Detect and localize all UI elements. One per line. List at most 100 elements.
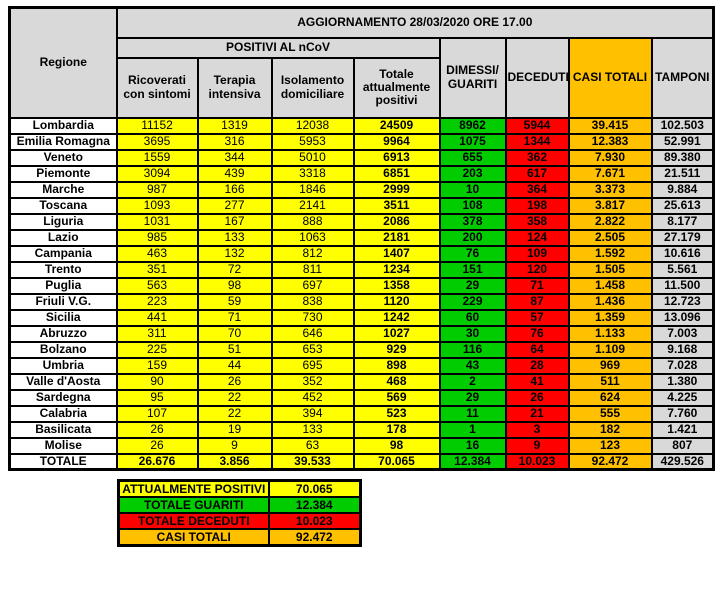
cell-tamponi: 7.003 [650,324,715,343]
cell-tamponi: 8.177 [650,212,715,231]
positivi-group-header: POSITIVI AL nCoV [115,36,441,59]
cell-terapia-intensiva: 22 [196,404,273,423]
table-row: Valle d'Aosta 90 26 352 468 2 41 511 1.380 [8,372,715,391]
cell-terapia-intensiva: 167 [196,212,273,231]
cell-tamponi: 429.526 [650,452,715,471]
cell-deceduti: 21 [504,404,570,423]
cell-tamponi: 89.380 [650,148,715,167]
cell-casi-totali: 969 [567,356,653,375]
cell-tamponi: 102.503 [650,116,715,135]
summary-label-cell: ATTUALMENTE POSITIVI [117,479,270,498]
cell-totale-positivi: 2999 [352,180,441,199]
summary-value-cell: 12.384 [267,496,362,514]
table-row: Veneto 1559 344 5010 6913 655 362 7.930 89.380 [8,148,715,167]
cell-totale-positivi: 2181 [352,228,441,247]
table-row: Lombardia 11152 1319 12038 24509 8962 5944 39.4… [8,116,715,135]
cell-isolamento: 133 [270,420,355,439]
summary-row: TOTALE DECEDUTI 10.023 [117,512,362,530]
cell-ricoverati: 441 [115,308,199,327]
cell-terapia-intensiva: 26 [196,372,273,391]
summary-table: ATTUALMENTE POSITIVI 70.065 TOTALE GUARITI… [117,479,362,547]
column-header-tamponi: TAMPONI [650,36,715,119]
cell-deceduti: 120 [504,260,570,279]
cell-terapia-intensiva: 70 [196,324,273,343]
cell-ricoverati: 223 [115,292,199,311]
cell-terapia-intensiva: 44 [196,356,273,375]
cell-isolamento: 646 [270,324,355,343]
cell-dimessi-guariti: 229 [438,292,507,311]
cell-isolamento: 452 [270,388,355,407]
cell-casi-totali: 511 [567,372,653,391]
cell-dimessi-guariti: 1075 [438,132,507,151]
covid-region-table: Regione AGGIORNAMENTO 28/03/2020 ORE 17.… [8,6,716,471]
region-name-cell: Piemonte [8,164,118,183]
cell-casi-totali: 1.133 [567,324,653,343]
cell-tamponi: 1.421 [650,420,715,439]
column-header-terapia-intensiva: Terapia intensiva [196,56,273,119]
total-row: TOTALE 26.676 3.856 39.533 70.065 12.384 10.02… [8,452,715,471]
cell-casi-totali: 2.505 [567,228,653,247]
table-row: Piemonte 3094 439 3318 6851 203 617 7.671 21.511 [8,164,715,183]
cell-ricoverati: 225 [115,340,199,359]
cell-ricoverati: 26.676 [115,452,199,471]
cell-isolamento: 63 [270,436,355,455]
column-header-isolamento: Isolamento domiciliare [270,56,355,119]
cell-casi-totali: 123 [567,436,653,455]
cell-dimessi-guariti: 76 [438,244,507,263]
table-row: Lazio 985 133 1063 2181 200 124 2.505 27.179 [8,228,715,247]
cell-terapia-intensiva: 59 [196,292,273,311]
cell-dimessi-guariti: 30 [438,324,507,343]
cell-totale-positivi: 569 [352,388,441,407]
cell-tamponi: 12.723 [650,292,715,311]
cell-totale-positivi: 178 [352,420,441,439]
cell-dimessi-guariti: 116 [438,340,507,359]
region-name-cell: Sardegna [8,388,118,407]
cell-terapia-intensiva: 1319 [196,116,273,135]
summary-row: CASI TOTALI 92.472 [117,528,362,547]
cell-totale-positivi: 1358 [352,276,441,295]
cell-tamponi: 11.500 [650,276,715,295]
region-name-cell: Veneto [8,148,118,167]
cell-terapia-intensiva: 71 [196,308,273,327]
cell-ricoverati: 1093 [115,196,199,215]
cell-dimessi-guariti: 60 [438,308,507,327]
cell-dimessi-guariti: 29 [438,276,507,295]
cell-casi-totali: 12.383 [567,132,653,151]
cell-ricoverati: 985 [115,228,199,247]
cell-casi-totali: 1.359 [567,308,653,327]
cell-ricoverati: 26 [115,420,199,439]
region-name-cell: Campania [8,244,118,263]
cell-tamponi: 807 [650,436,715,455]
table-row: Abruzzo 311 70 646 1027 30 76 1.133 7.003 [8,324,715,343]
region-name-cell: Emilia Romagna [8,132,118,151]
cell-totale-positivi: 2086 [352,212,441,231]
cell-terapia-intensiva: 19 [196,420,273,439]
cell-ricoverati: 1031 [115,212,199,231]
cell-tamponi: 52.991 [650,132,715,151]
cell-casi-totali: 3.373 [567,180,653,199]
summary-value-cell: 70.065 [267,479,362,498]
cell-ricoverati: 351 [115,260,199,279]
cell-dimessi-guariti: 151 [438,260,507,279]
cell-dimessi-guariti: 29 [438,388,507,407]
table-row: Calabria 107 22 394 523 11 21 555 7.760 [8,404,715,423]
cell-casi-totali: 624 [567,388,653,407]
cell-terapia-intensiva: 439 [196,164,273,183]
cell-tamponi: 1.380 [650,372,715,391]
cell-terapia-intensiva: 22 [196,388,273,407]
cell-tamponi: 9.168 [650,340,715,359]
cell-deceduti: 198 [504,196,570,215]
cell-tamponi: 7.028 [650,356,715,375]
cell-isolamento: 695 [270,356,355,375]
cell-totale-positivi: 98 [352,436,441,455]
summary-row: ATTUALMENTE POSITIVI 70.065 [117,479,362,498]
cell-isolamento: 730 [270,308,355,327]
cell-totale-positivi: 9964 [352,132,441,151]
cell-terapia-intensiva: 344 [196,148,273,167]
cell-isolamento: 811 [270,260,355,279]
cell-deceduti: 9 [504,436,570,455]
cell-totale-positivi: 1027 [352,324,441,343]
cell-tamponi: 7.760 [650,404,715,423]
table-row: Sardegna 95 22 452 569 29 26 624 4.225 [8,388,715,407]
cell-totale-positivi: 523 [352,404,441,423]
